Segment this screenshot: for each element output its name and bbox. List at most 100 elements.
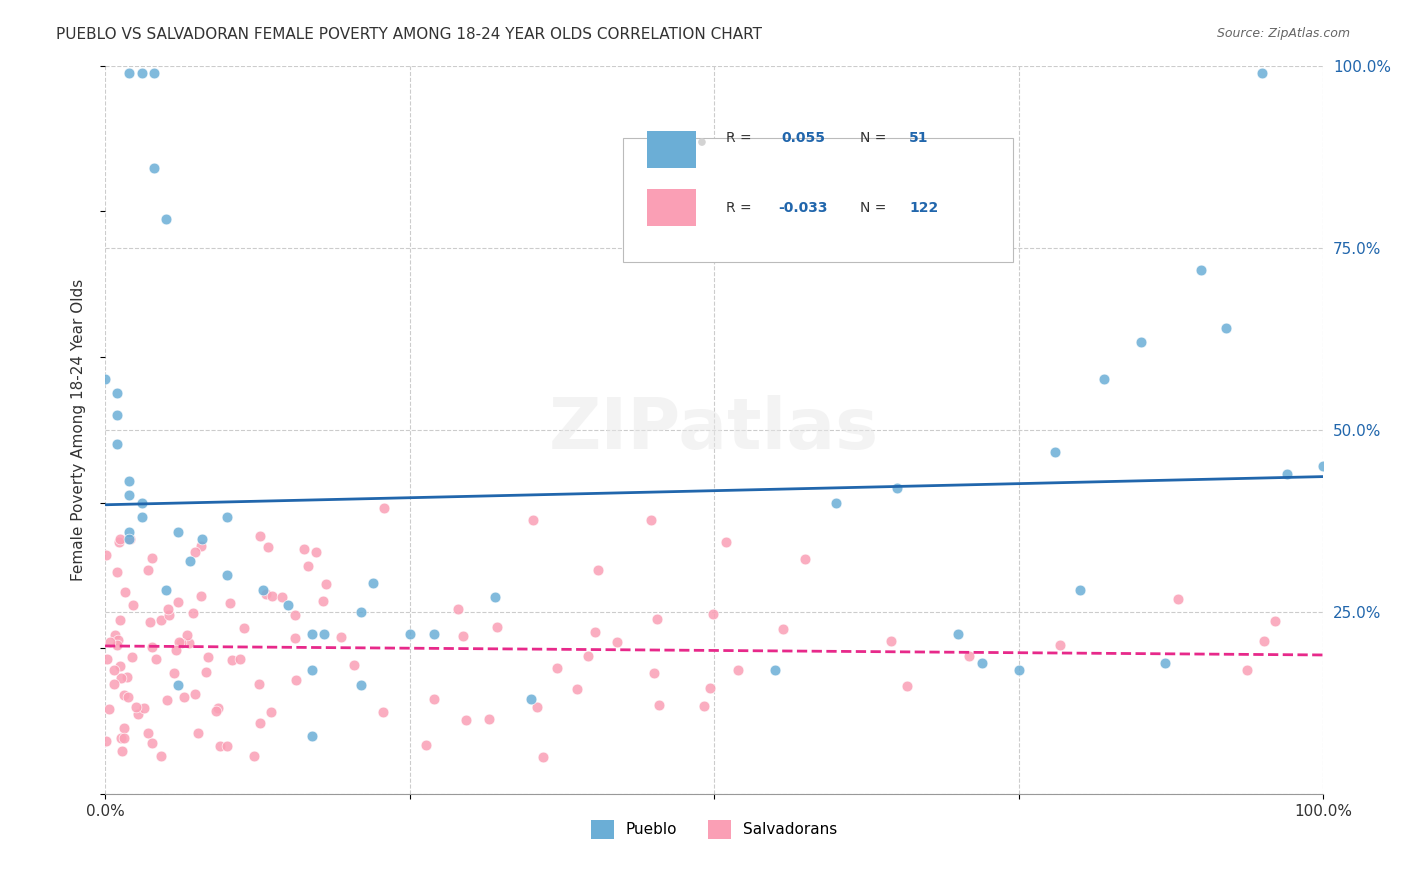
Salvadorans bbox=[648, 698, 671, 713]
Salvadorans bbox=[643, 666, 665, 681]
Salvadorans bbox=[716, 535, 738, 549]
Salvadorans bbox=[257, 540, 280, 554]
Pueblo bbox=[301, 626, 323, 640]
Salvadorans bbox=[207, 701, 229, 715]
Salvadorans bbox=[254, 587, 277, 601]
Salvadorans bbox=[284, 632, 307, 646]
Salvadorans bbox=[297, 559, 319, 574]
Salvadorans bbox=[576, 648, 599, 663]
Salvadorans bbox=[1236, 663, 1258, 677]
Pueblo bbox=[1008, 663, 1031, 677]
Salvadorans bbox=[156, 693, 179, 707]
Salvadorans bbox=[110, 658, 132, 673]
Salvadorans bbox=[104, 627, 127, 641]
Salvadorans bbox=[373, 705, 395, 719]
Salvadorans bbox=[114, 688, 136, 702]
Salvadorans bbox=[219, 596, 242, 610]
Salvadorans bbox=[205, 704, 228, 718]
Pueblo bbox=[972, 656, 994, 670]
Pueblo bbox=[1215, 321, 1237, 335]
Pueblo bbox=[1154, 656, 1177, 670]
Pueblo bbox=[946, 626, 969, 640]
Pueblo bbox=[167, 678, 190, 692]
Text: ZIPatlas: ZIPatlas bbox=[550, 395, 879, 465]
Salvadorans bbox=[1253, 634, 1275, 648]
Pueblo bbox=[398, 626, 420, 640]
Pueblo bbox=[301, 663, 323, 677]
Pueblo bbox=[350, 678, 373, 692]
Salvadorans bbox=[373, 501, 395, 516]
Salvadorans bbox=[94, 548, 117, 562]
Salvadorans bbox=[1167, 592, 1189, 607]
Text: R =: R = bbox=[727, 131, 752, 145]
Salvadorans bbox=[114, 585, 136, 599]
Salvadorans bbox=[108, 533, 131, 547]
Salvadorans bbox=[446, 601, 468, 615]
Pueblo bbox=[423, 626, 446, 640]
Salvadorans bbox=[531, 750, 554, 764]
Salvadorans bbox=[215, 739, 238, 754]
Pueblo bbox=[118, 532, 141, 546]
Salvadorans bbox=[98, 702, 121, 716]
Pueblo bbox=[1129, 335, 1152, 350]
Salvadorans bbox=[110, 671, 132, 685]
Text: R =: R = bbox=[727, 201, 752, 215]
Pueblo bbox=[105, 386, 128, 401]
Salvadorans bbox=[98, 634, 121, 648]
Pueblo bbox=[361, 575, 384, 590]
Salvadorans bbox=[247, 677, 270, 691]
Salvadorans bbox=[136, 725, 159, 739]
Salvadorans bbox=[305, 545, 328, 559]
Salvadorans bbox=[157, 602, 180, 616]
Salvadorans bbox=[127, 706, 149, 721]
Pueblo bbox=[484, 591, 506, 605]
Salvadorans bbox=[138, 615, 160, 629]
Pueblo bbox=[118, 474, 141, 488]
Salvadorans bbox=[1264, 614, 1286, 628]
Pueblo bbox=[142, 161, 165, 175]
Salvadorans bbox=[107, 633, 129, 648]
Salvadorans bbox=[138, 563, 160, 577]
Pueblo bbox=[215, 510, 238, 524]
Salvadorans bbox=[115, 669, 138, 683]
Salvadorans bbox=[284, 673, 307, 688]
Pueblo bbox=[1045, 444, 1067, 458]
Salvadorans bbox=[197, 649, 219, 664]
Salvadorans bbox=[243, 748, 266, 763]
Pueblo bbox=[167, 524, 190, 539]
Pueblo bbox=[1312, 459, 1334, 474]
Text: PUEBLO VS SALVADORAN FEMALE POVERTY AMONG 18-24 YEAR OLDS CORRELATION CHART: PUEBLO VS SALVADORAN FEMALE POVERTY AMON… bbox=[56, 27, 762, 42]
Salvadorans bbox=[586, 563, 609, 577]
Pueblo bbox=[179, 554, 201, 568]
Salvadorans bbox=[117, 690, 139, 704]
Salvadorans bbox=[121, 649, 143, 664]
Pueblo bbox=[1275, 467, 1298, 481]
Salvadorans bbox=[190, 589, 212, 603]
Salvadorans bbox=[221, 653, 243, 667]
Salvadorans bbox=[478, 712, 501, 726]
Salvadorans bbox=[108, 535, 131, 549]
Pueblo bbox=[118, 488, 141, 502]
Salvadorans bbox=[727, 663, 749, 677]
Salvadorans bbox=[195, 665, 218, 679]
Legend: Pueblo, Salvadorans: Pueblo, Salvadorans bbox=[585, 814, 844, 845]
Y-axis label: Female Poverty Among 18-24 Year Olds: Female Poverty Among 18-24 Year Olds bbox=[72, 278, 86, 581]
Salvadorans bbox=[526, 699, 548, 714]
Salvadorans bbox=[105, 566, 128, 580]
Pueblo bbox=[105, 437, 128, 451]
Salvadorans bbox=[772, 622, 794, 636]
Salvadorans bbox=[149, 748, 172, 763]
Pueblo bbox=[191, 532, 214, 546]
Salvadorans bbox=[184, 544, 207, 558]
Pueblo bbox=[118, 66, 141, 80]
Pueblo bbox=[277, 598, 299, 612]
Salvadorans bbox=[249, 715, 271, 730]
Salvadorans bbox=[110, 613, 132, 627]
Salvadorans bbox=[260, 589, 283, 603]
Salvadorans bbox=[105, 638, 128, 652]
Salvadorans bbox=[702, 607, 724, 621]
Salvadorans bbox=[94, 734, 117, 748]
Salvadorans bbox=[145, 651, 167, 665]
Pueblo bbox=[131, 496, 153, 510]
Salvadorans bbox=[329, 631, 352, 645]
